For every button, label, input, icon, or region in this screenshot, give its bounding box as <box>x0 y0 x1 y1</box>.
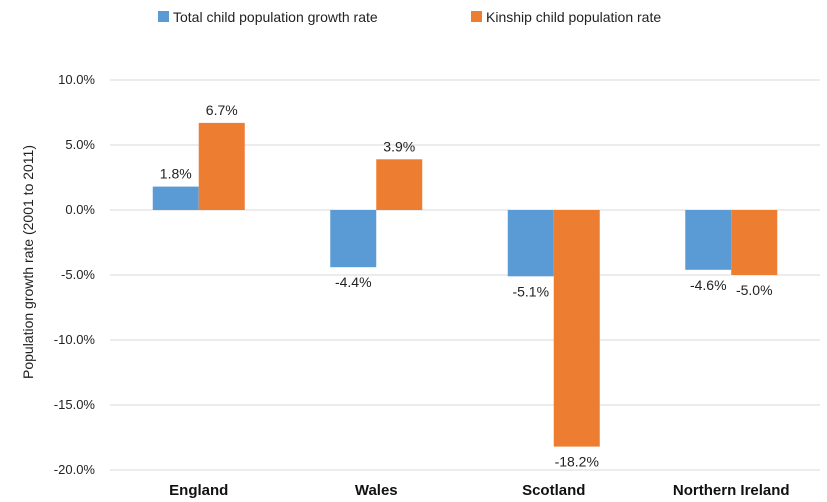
legend-label-kinship: Kinship child population rate <box>486 9 661 25</box>
legend-label-total: Total child population growth rate <box>173 9 378 25</box>
x-axis-categories: England Wales Scotland Northern Ireland <box>169 482 789 499</box>
y-tick-label: -5.0% <box>61 267 95 282</box>
bar-kinship <box>376 159 423 210</box>
data-labels: 1.8% 6.7% -4.4% 3.9% -5.1% -18.2% -4.6% -5.0% <box>160 102 773 470</box>
bar-total <box>330 210 377 268</box>
x-category-label: Wales <box>355 482 398 499</box>
y-tick-label: -10.0% <box>54 332 96 347</box>
x-category-label: Scotland <box>522 482 585 499</box>
y-tick-label: 5.0% <box>65 137 95 152</box>
bars <box>152 122 778 447</box>
data-label: -4.6% <box>690 277 727 293</box>
data-label: 1.8% <box>160 166 192 182</box>
data-label: -5.1% <box>512 283 549 299</box>
legend-swatch-total <box>158 11 169 22</box>
data-label: -18.2% <box>555 454 599 470</box>
data-label: 3.9% <box>383 138 415 154</box>
legend-swatch-kinship <box>471 11 482 22</box>
x-category-label: Northern Ireland <box>673 482 790 499</box>
x-category-label: England <box>169 482 228 499</box>
y-tick-label: 0.0% <box>65 202 95 217</box>
y-axis-title: Population growth rate (2001 to 2011) <box>20 145 36 379</box>
y-tick-label: -15.0% <box>54 397 96 412</box>
bar-kinship <box>731 210 778 275</box>
y-tick-label: 10.0% <box>58 72 95 87</box>
data-label: -4.4% <box>335 274 372 290</box>
bar-kinship <box>553 210 600 447</box>
legend: Total child population growth rate Kinsh… <box>158 9 661 25</box>
y-tick-label: -20.0% <box>54 462 96 477</box>
bar-total <box>152 186 199 210</box>
data-label: 6.7% <box>206 102 238 118</box>
y-axis-ticks: 10.0% 5.0% 0.0% -5.0% -10.0% -15.0% -20.0% <box>54 72 96 477</box>
bar-kinship <box>198 122 245 210</box>
data-label: -5.0% <box>736 282 773 298</box>
bar-total <box>685 210 732 270</box>
bar-total <box>507 210 554 277</box>
